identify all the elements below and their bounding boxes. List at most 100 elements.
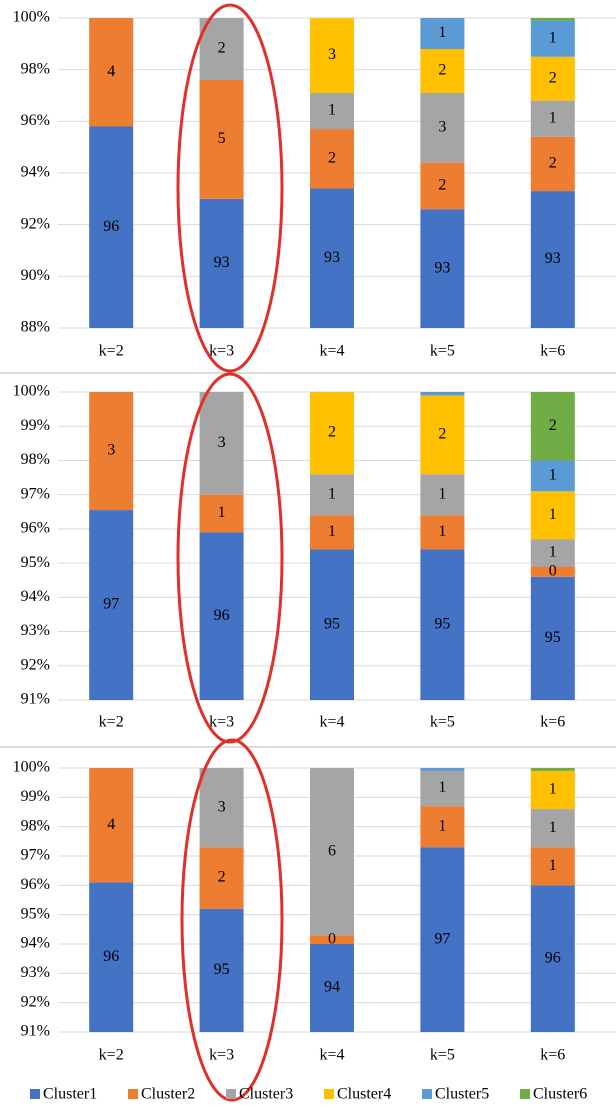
bar-segment [199, 908, 244, 1032]
bar-segment [530, 191, 575, 328]
x-tick-label: k=4 [319, 714, 344, 731]
x-tick-label: k=5 [430, 343, 455, 360]
bar-segment [420, 515, 465, 550]
bar-segment [310, 18, 354, 93]
bar-segment [530, 18, 575, 21]
data-label: 1 [549, 781, 557, 798]
data-label: 96 [545, 949, 561, 966]
legend-swatch [520, 1089, 530, 1099]
bar-segment [310, 515, 354, 550]
bar-segment [530, 768, 575, 771]
data-label: 2 [549, 417, 557, 434]
bar-segment [530, 460, 575, 492]
data-label: 93 [545, 250, 561, 267]
bar-segment [420, 392, 465, 396]
data-label: 2 [328, 149, 336, 166]
plot-area [89, 392, 575, 700]
data-label: 96 [103, 948, 119, 965]
bar-segment [89, 882, 134, 1032]
bar-segment [420, 18, 465, 49]
data-label: 5 [218, 130, 226, 147]
data-label: 4 [107, 816, 115, 833]
data-label: 2 [438, 177, 446, 194]
bar-segment [530, 566, 575, 577]
bar-segment [420, 395, 465, 475]
y-tick-label: 94% [21, 164, 50, 181]
data-label: 95 [434, 615, 450, 632]
highlight-ellipse [176, 3, 284, 373]
plot-area [89, 768, 575, 1032]
data-label: 2 [549, 69, 557, 86]
bar-segment [420, 92, 465, 163]
data-label: 95 [545, 629, 561, 646]
bar-segment [530, 20, 575, 57]
x-tick-label: k=2 [99, 343, 124, 360]
data-label: 96 [103, 218, 119, 235]
data-label: 1 [218, 504, 226, 521]
legend-swatch [226, 1089, 236, 1099]
data-label: 93 [214, 254, 230, 271]
x-tick-label: k=2 [99, 1047, 124, 1064]
y-tick-label: 94% [21, 935, 50, 952]
data-label: 1 [549, 506, 557, 523]
bar-segment [420, 847, 465, 1032]
data-label: 2 [218, 40, 226, 57]
y-tick-label: 97% [21, 847, 50, 864]
y-tick-label: 97% [21, 485, 50, 502]
bar-segment [420, 768, 465, 771]
data-label: 3 [107, 442, 115, 459]
bar-segment [530, 392, 575, 461]
y-tick-label: 100% [13, 9, 50, 26]
y-tick-label: 92% [21, 215, 50, 232]
bar-segment [530, 136, 575, 192]
legend-label: Cluster4 [337, 1086, 391, 1103]
y-tick-label: 96% [21, 876, 50, 893]
legend-label: Cluster5 [435, 1086, 489, 1103]
x-tick-label: k=6 [540, 343, 565, 360]
y-tick-label: 96% [21, 112, 50, 129]
data-label: 1 [549, 819, 557, 836]
data-label: 1 [328, 102, 336, 119]
bar-segment [420, 162, 465, 210]
bar-segment [89, 18, 134, 127]
bar-segment [530, 100, 575, 137]
data-label: 1 [549, 109, 557, 126]
x-tick-label: k=3 [209, 1047, 234, 1064]
x-tick-label: k=4 [319, 343, 344, 360]
data-label: 2 [549, 155, 557, 172]
y-tick-label: 93% [21, 622, 50, 639]
data-label: 2 [438, 425, 446, 442]
data-label: 94 [324, 979, 340, 996]
bar-segment [420, 770, 465, 807]
bar-segment [89, 510, 134, 700]
x-tick-label: k=3 [209, 343, 234, 360]
highlight-ellipse [180, 738, 284, 1102]
y-tick-label: 96% [21, 520, 50, 537]
bar-segment [530, 56, 575, 101]
x-tick-label: k=5 [430, 1047, 455, 1064]
y-tick-label: 94% [21, 588, 50, 605]
y-tick-label: 91% [21, 691, 50, 708]
data-label: 97 [103, 596, 119, 613]
bar-segment [89, 392, 134, 511]
x-tick-label: k=2 [99, 714, 124, 731]
bar-segment [310, 392, 354, 475]
x-tick-label: k=5 [430, 714, 455, 731]
bar-segment [89, 768, 134, 883]
data-label: 1 [328, 485, 336, 502]
data-label: 4 [107, 63, 115, 80]
y-tick-label: 95% [21, 905, 50, 922]
legend-swatch [422, 1089, 432, 1099]
bar-segment [89, 126, 134, 328]
y-tick-label: 92% [21, 656, 50, 673]
bar-segment [310, 92, 354, 130]
legend-swatch [324, 1089, 334, 1099]
legend-label: Cluster6 [533, 1086, 587, 1103]
plot-area [89, 18, 575, 328]
data-label: 6 [328, 842, 336, 859]
data-label: 95 [324, 615, 340, 632]
x-tick-label: k=6 [540, 1047, 565, 1064]
data-label: 0 [328, 930, 336, 947]
data-label: 1 [549, 29, 557, 46]
bar-segment [530, 885, 575, 1032]
